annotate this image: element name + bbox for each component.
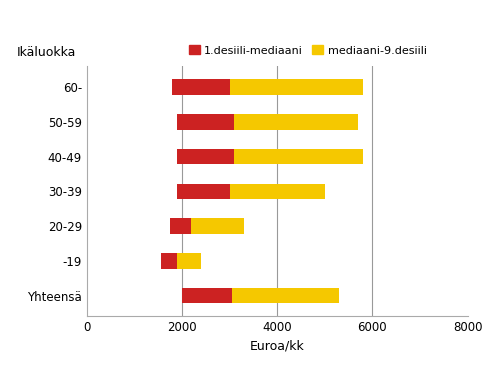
Bar xyxy=(177,184,229,199)
Bar xyxy=(173,79,229,95)
Legend: 1.desiili-mediaani, mediaani-9.desiili: 1.desiili-mediaani, mediaani-9.desiili xyxy=(188,45,427,56)
Bar xyxy=(234,149,363,164)
Bar xyxy=(177,149,234,164)
Bar xyxy=(229,79,363,95)
Bar xyxy=(161,253,177,269)
Bar xyxy=(177,114,234,130)
Bar xyxy=(191,218,244,234)
Bar xyxy=(229,184,325,199)
Bar xyxy=(234,114,358,130)
Text: Ikäluokka: Ikäluokka xyxy=(16,46,76,59)
Bar xyxy=(177,253,201,269)
X-axis label: Euroa/kk: Euroa/kk xyxy=(250,340,305,353)
Bar xyxy=(182,288,232,304)
Bar xyxy=(232,288,339,304)
Bar xyxy=(170,218,191,234)
